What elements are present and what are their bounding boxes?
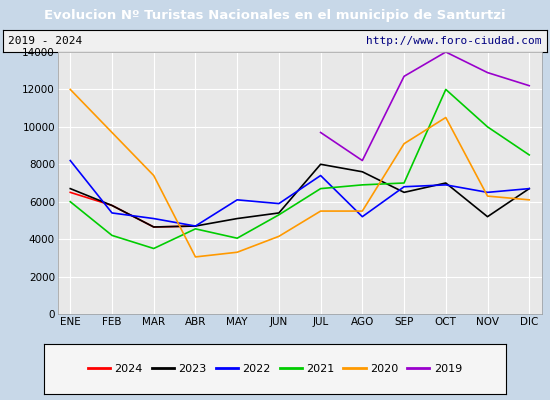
Text: http://www.foro-ciudad.com: http://www.foro-ciudad.com xyxy=(366,36,542,46)
Text: Evolucion Nº Turistas Nacionales en el municipio de Santurtzi: Evolucion Nº Turistas Nacionales en el m… xyxy=(44,8,506,22)
Legend: 2024, 2023, 2022, 2021, 2020, 2019: 2024, 2023, 2022, 2021, 2020, 2019 xyxy=(84,360,466,378)
Text: 2019 - 2024: 2019 - 2024 xyxy=(8,36,82,46)
